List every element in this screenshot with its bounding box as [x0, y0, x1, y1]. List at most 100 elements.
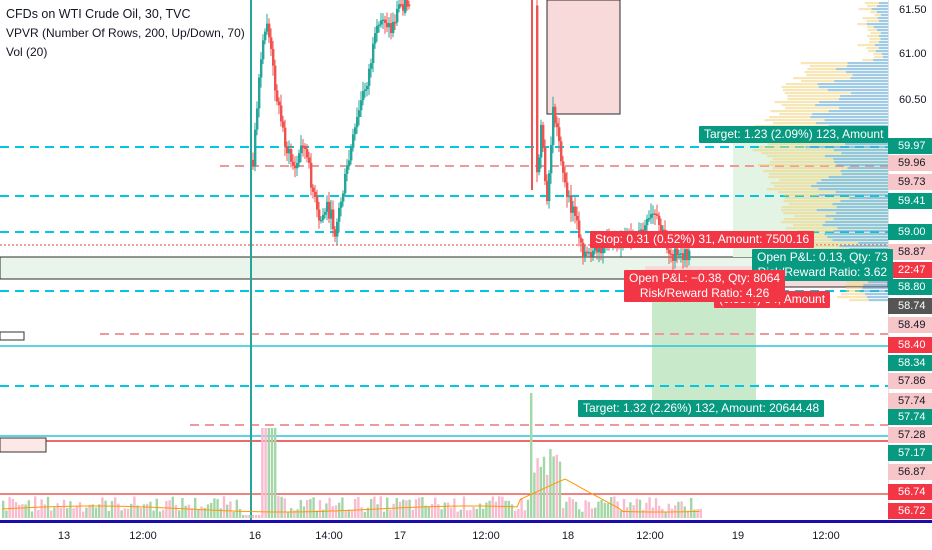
- volume-bar: [264, 428, 267, 518]
- volume-bar: [306, 500, 309, 518]
- candle-body: [676, 248, 679, 256]
- vp-row-down: [767, 155, 825, 158]
- long-pnl-label[interactable]: Open P&L: 0.13, Qty: 73 Risk/Reward Rati…: [752, 249, 893, 281]
- price-badge: 59.41: [888, 193, 932, 209]
- volume-bar: [43, 504, 46, 518]
- volume-bar: [91, 504, 94, 518]
- volume-bar: [360, 507, 363, 518]
- volume-bar: [66, 508, 69, 518]
- volume-bar: [619, 510, 622, 518]
- vp-row-down: [767, 143, 846, 146]
- left-marker-box-bottom[interactable]: [0, 437, 47, 453]
- vp-row-up: [835, 191, 888, 194]
- candle-body: [386, 23, 389, 28]
- vp-row-up: [876, 5, 888, 8]
- indicator-vpvr-label[interactable]: VPVR (Number Of Rows, 200, Up/Down, 70): [6, 26, 245, 40]
- short-target-zone[interactable]: [652, 295, 756, 410]
- candle-body: [398, 4, 401, 9]
- candle-body: [554, 106, 557, 124]
- left-marker-box-top[interactable]: [0, 331, 25, 341]
- candle-body: [564, 172, 567, 183]
- short-stop-label[interactable]: Stop: 0.31 (0.52%) 31, Amount: 7500.16: [590, 231, 815, 248]
- vp-row-down: [804, 71, 846, 74]
- vp-row-up: [862, 287, 888, 290]
- symbol-title[interactable]: CFDs on WTI Crude Oil, 30, TVC: [6, 7, 191, 21]
- vp-row-up: [836, 164, 888, 167]
- candle-body: [592, 250, 595, 257]
- volume-bar: [197, 509, 200, 518]
- vp-row-up: [827, 236, 888, 239]
- vp-row-up: [847, 62, 888, 65]
- candle-body: [674, 248, 677, 261]
- price-badge: 59.97: [888, 138, 932, 154]
- candle-body: [372, 43, 375, 64]
- time-tick-label: 12:00: [472, 530, 500, 542]
- candle-body: [594, 247, 597, 251]
- candle-body: [540, 124, 543, 158]
- candle-body: [264, 31, 267, 41]
- long-target-label[interactable]: Target: 1.23 (2.09%) 123, Amount: [699, 126, 889, 143]
- volume-bar: [117, 503, 120, 518]
- vp-row-down: [779, 179, 822, 182]
- volume-bar: [414, 499, 418, 518]
- volume-bar: [434, 497, 437, 518]
- volume-bar: [293, 510, 296, 518]
- short-stop-zone[interactable]: [546, 0, 621, 115]
- candle-body: [570, 195, 573, 213]
- vp-row-down: [774, 185, 812, 188]
- volume-bar: [344, 510, 347, 518]
- volume-bar: [446, 502, 450, 518]
- vp-row-down: [787, 98, 839, 101]
- candle-body: [330, 209, 333, 219]
- long-pnl-text: Open P&L: 0.13, Qty: 73: [757, 250, 888, 264]
- volume-bar: [498, 496, 501, 518]
- vp-row-down: [768, 173, 842, 176]
- volume-bar: [123, 508, 126, 518]
- vp-row-down: [846, 281, 868, 284]
- price-badge: 58.74: [888, 298, 932, 314]
- volume-bar: [418, 497, 421, 518]
- vp-row-down: [793, 224, 823, 227]
- short-target-label[interactable]: Target: 1.32 (2.26%) 132, Amount: 20644.…: [578, 400, 825, 417]
- indicator-volume-label[interactable]: Vol (20): [6, 45, 48, 59]
- volume-bar: [350, 510, 354, 518]
- vp-row-down: [788, 203, 833, 206]
- candle-body: [254, 129, 257, 167]
- volume-bar: [267, 428, 270, 518]
- vp-row-down: [809, 65, 848, 68]
- vp-row-up: [824, 119, 888, 122]
- vp-row-up: [827, 89, 888, 92]
- candle-body: [400, 4, 403, 6]
- vp-row-up: [832, 239, 888, 242]
- vp-row-up: [845, 143, 888, 146]
- vp-row-down: [772, 167, 848, 170]
- volume-bar: [590, 508, 594, 518]
- volume-bar: [152, 510, 155, 518]
- volume-bar: [328, 497, 331, 518]
- long-rr-text: Risk/Reward Ratio: 3.62: [757, 265, 888, 279]
- candle-body: [266, 23, 269, 32]
- candle-body: [658, 215, 661, 225]
- candle-body: [566, 182, 569, 197]
- vp-row-up: [880, 38, 888, 41]
- time-tick-label: 17: [393, 530, 407, 542]
- volume-bar: [130, 503, 133, 518]
- candle-body: [378, 24, 381, 27]
- volume-bar: [168, 500, 171, 518]
- short-pnl-label[interactable]: Open P&L: −0.38, Qty: 8064 Risk/Reward R…: [624, 270, 786, 302]
- candle-body: [324, 211, 327, 215]
- candle-body: [550, 144, 553, 174]
- candle-body: [684, 249, 687, 261]
- volume-bar: [78, 502, 82, 518]
- vp-row-up: [841, 152, 888, 155]
- price-badge: 58.40: [888, 337, 932, 353]
- time-axis[interactable]: [0, 520, 932, 550]
- vp-row-down: [874, 56, 883, 59]
- candle-body: [390, 23, 393, 34]
- candle-body: [380, 20, 383, 25]
- vp-row-down: [772, 158, 834, 161]
- volume-bar: [408, 499, 411, 518]
- volume-bar: [376, 504, 379, 518]
